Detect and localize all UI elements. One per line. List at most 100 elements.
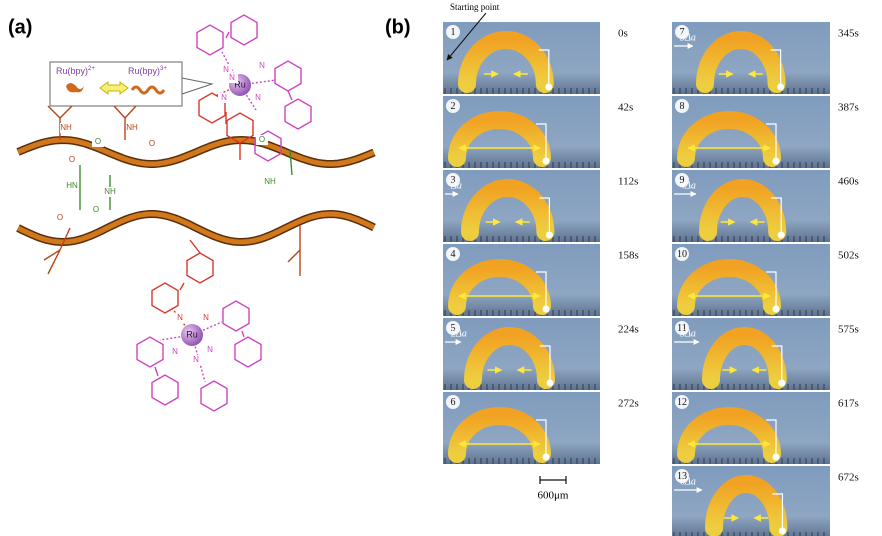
frame: 6 272s: [443, 392, 639, 464]
ring: [187, 253, 213, 283]
atom-label: O: [57, 213, 63, 222]
atom-label: O: [149, 139, 155, 148]
frame: 4 158s: [443, 244, 639, 316]
end-marker: [545, 84, 552, 91]
bond: [288, 250, 300, 262]
callout: [182, 78, 212, 94]
atom-label: O: [95, 137, 101, 146]
atom-label: NH: [104, 187, 116, 196]
time-label: 345s: [838, 28, 859, 40]
ring: [197, 25, 223, 55]
ring: [285, 99, 311, 129]
frame: 52Δa224s: [443, 318, 639, 390]
atom-label: N: [177, 313, 183, 322]
ring: [235, 337, 261, 367]
end-marker: [546, 232, 553, 239]
panel-label: (a): [8, 16, 32, 38]
end-marker: [777, 84, 784, 91]
frame-number: 4: [451, 249, 456, 260]
frame-number: 8: [680, 101, 685, 112]
panel-label: (b): [385, 16, 411, 38]
atom-label: O: [93, 205, 99, 214]
time-label: 0s: [618, 28, 628, 40]
end-marker: [543, 158, 550, 165]
atom-label: NH: [60, 123, 72, 132]
bond: [48, 106, 60, 118]
time-label: 502s: [838, 250, 859, 262]
end-marker: [778, 232, 785, 239]
atom-label: N: [221, 93, 227, 102]
time-label: 387s: [838, 102, 859, 114]
ring: [231, 15, 257, 45]
end-marker: [773, 158, 780, 165]
shift-label: Δa: [450, 180, 462, 191]
shift-label: 3Δa: [679, 32, 696, 43]
bond: [242, 331, 244, 337]
time-label: 224s: [618, 324, 639, 336]
scale-label: 600μm: [538, 490, 569, 502]
bond: [60, 106, 72, 118]
atom-label: N: [203, 313, 209, 322]
time-label: 575s: [838, 324, 859, 336]
atom-label: NH: [126, 123, 138, 132]
time-label: 112s: [618, 176, 638, 188]
legend-box: Ru(bpy)2+ Ru(bpy)3+: [50, 62, 212, 106]
frame-number: 1: [451, 27, 456, 38]
frame: 10 502s: [672, 244, 859, 316]
bond: [226, 32, 229, 38]
ring: [137, 337, 163, 367]
atom-label: N: [207, 345, 213, 354]
bond: [190, 240, 200, 253]
atom-label: NH: [264, 177, 276, 186]
atom-label: HN: [66, 181, 78, 190]
frame: 12 617s: [672, 392, 859, 464]
bond: [155, 367, 158, 376]
time-label: 617s: [838, 398, 859, 410]
end-marker: [778, 380, 785, 387]
ring: [152, 375, 178, 405]
frame: 94Δa460s: [672, 170, 859, 242]
scale-bar: [540, 476, 566, 484]
atom-label: N: [193, 355, 199, 364]
atom-label: N: [172, 347, 178, 356]
atom-label: O: [69, 155, 75, 164]
bond: [288, 91, 292, 100]
end-marker: [779, 528, 786, 535]
frame-number: 12: [677, 397, 687, 408]
frame-number: 2: [451, 101, 456, 112]
annotation: Starting point: [450, 2, 500, 12]
time-label: 672s: [838, 472, 859, 484]
frame: 1 0s: [443, 22, 628, 94]
end-marker: [543, 454, 550, 461]
atom-label: N: [259, 61, 265, 70]
end-marker: [773, 306, 780, 313]
atom-label: N: [229, 73, 235, 82]
ring: [275, 61, 301, 91]
shift-label: 2Δa: [451, 328, 467, 339]
frame: 8 387s: [672, 96, 859, 168]
frame-number: 10: [677, 249, 687, 260]
bond: [180, 283, 184, 290]
frame-number: 6: [451, 397, 456, 408]
time-label: 42s: [618, 102, 633, 114]
atom-label: O: [259, 135, 265, 144]
time-label: 460s: [838, 176, 859, 188]
end-marker: [547, 380, 554, 387]
time-label: 158s: [618, 250, 639, 262]
ring: [223, 301, 249, 331]
metal-label: Ru: [186, 329, 198, 339]
ring: [152, 283, 178, 313]
end-marker: [773, 454, 780, 461]
frame: 2 42s: [443, 96, 633, 168]
end-marker: [543, 306, 550, 313]
frame: 136Δa672s: [672, 466, 859, 536]
shift-label: 5Δa: [680, 328, 696, 339]
figure: (a) (b) Ru(bpy)2+ Ru(bpy)3+ RuRuNNNNNNNN…: [0, 0, 882, 536]
shift-label: 6Δa: [680, 476, 696, 487]
time-label: 272s: [618, 398, 639, 410]
bond: [114, 106, 125, 118]
atom-label: N: [255, 93, 261, 102]
